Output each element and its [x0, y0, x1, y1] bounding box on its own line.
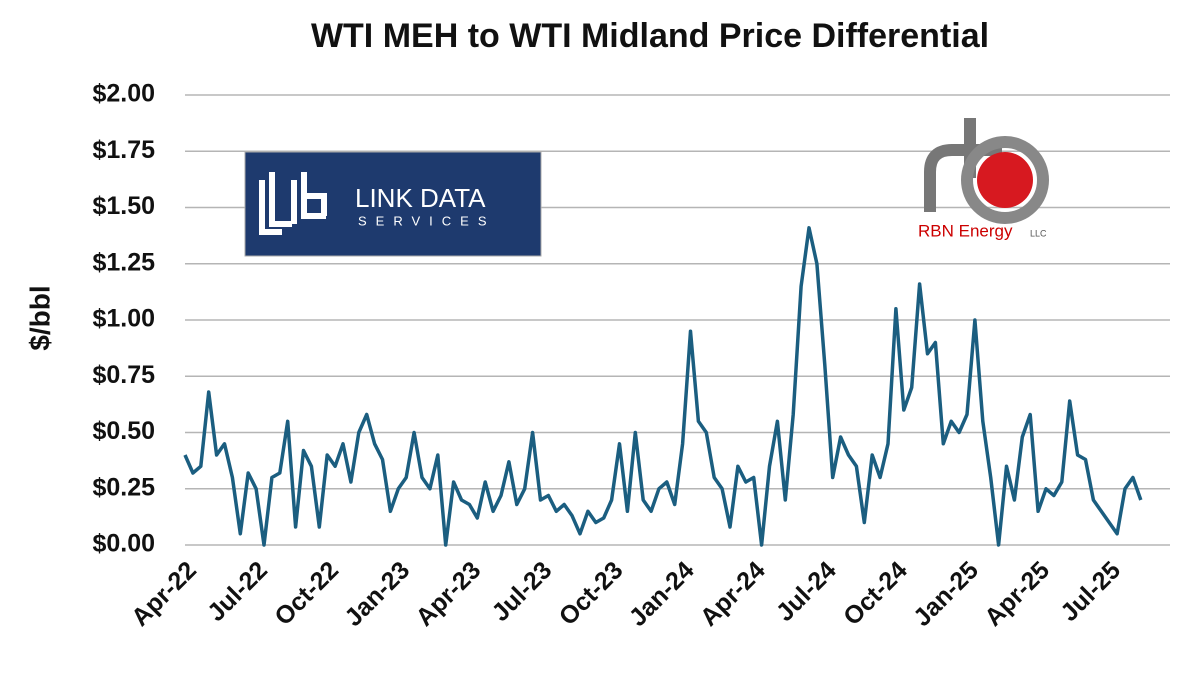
- x-tick-label: Apr-22: [126, 556, 202, 632]
- y-tick-label: $0.50: [92, 417, 155, 445]
- logo-mark: [977, 152, 1033, 208]
- logo-mark: [259, 172, 327, 235]
- y-tick-label: $1.25: [92, 248, 155, 276]
- x-tick-label: Jul-25: [1055, 556, 1126, 627]
- x-tick-label: Jul-22: [202, 556, 273, 627]
- logo-text: LLC: [1030, 228, 1047, 238]
- x-tick-label: Jul-24: [771, 556, 842, 627]
- link-logo: LINK DATA SERVICES: [244, 151, 542, 257]
- y-tick-label: $0.25: [92, 473, 155, 501]
- x-tick-label: Apr-25: [979, 556, 1055, 632]
- logo-text: RBN Energy: [918, 221, 1013, 240]
- x-tick-label: Jan-25: [908, 556, 984, 632]
- logo-text: LINK DATA: [355, 183, 486, 213]
- y-tick-label: $2.00: [92, 80, 155, 108]
- y-tick-label: $1.50: [92, 192, 155, 220]
- x-tick-label: Jul-23: [486, 556, 557, 627]
- x-tick-label: Jan-23: [339, 556, 415, 632]
- x-tick-label: Apr-24: [695, 556, 771, 632]
- data-line: [183, 226, 1143, 547]
- x-tick-label: Jan-24: [624, 556, 700, 632]
- y-tick-label: $1.75: [92, 136, 155, 164]
- chart-title: WTI MEH to WTI Midland Price Differentia…: [311, 17, 989, 55]
- x-tick-label: Oct-22: [269, 556, 344, 631]
- y-tick-label: $0.75: [92, 361, 155, 389]
- x-tick-label: Apr-23: [410, 556, 486, 632]
- y-tick-label: $1.00: [92, 305, 155, 333]
- rbn-logo: RBN Energy LLC: [918, 118, 1049, 240]
- logo-mark: [961, 136, 1049, 224]
- x-tick-label: Oct-24: [838, 556, 913, 631]
- x-tick-label: Oct-23: [554, 556, 629, 631]
- y-axis-title: $/bbl: [24, 285, 55, 350]
- logo-text: SERVICES: [358, 213, 496, 228]
- y-tick-label: $0.00: [92, 530, 155, 558]
